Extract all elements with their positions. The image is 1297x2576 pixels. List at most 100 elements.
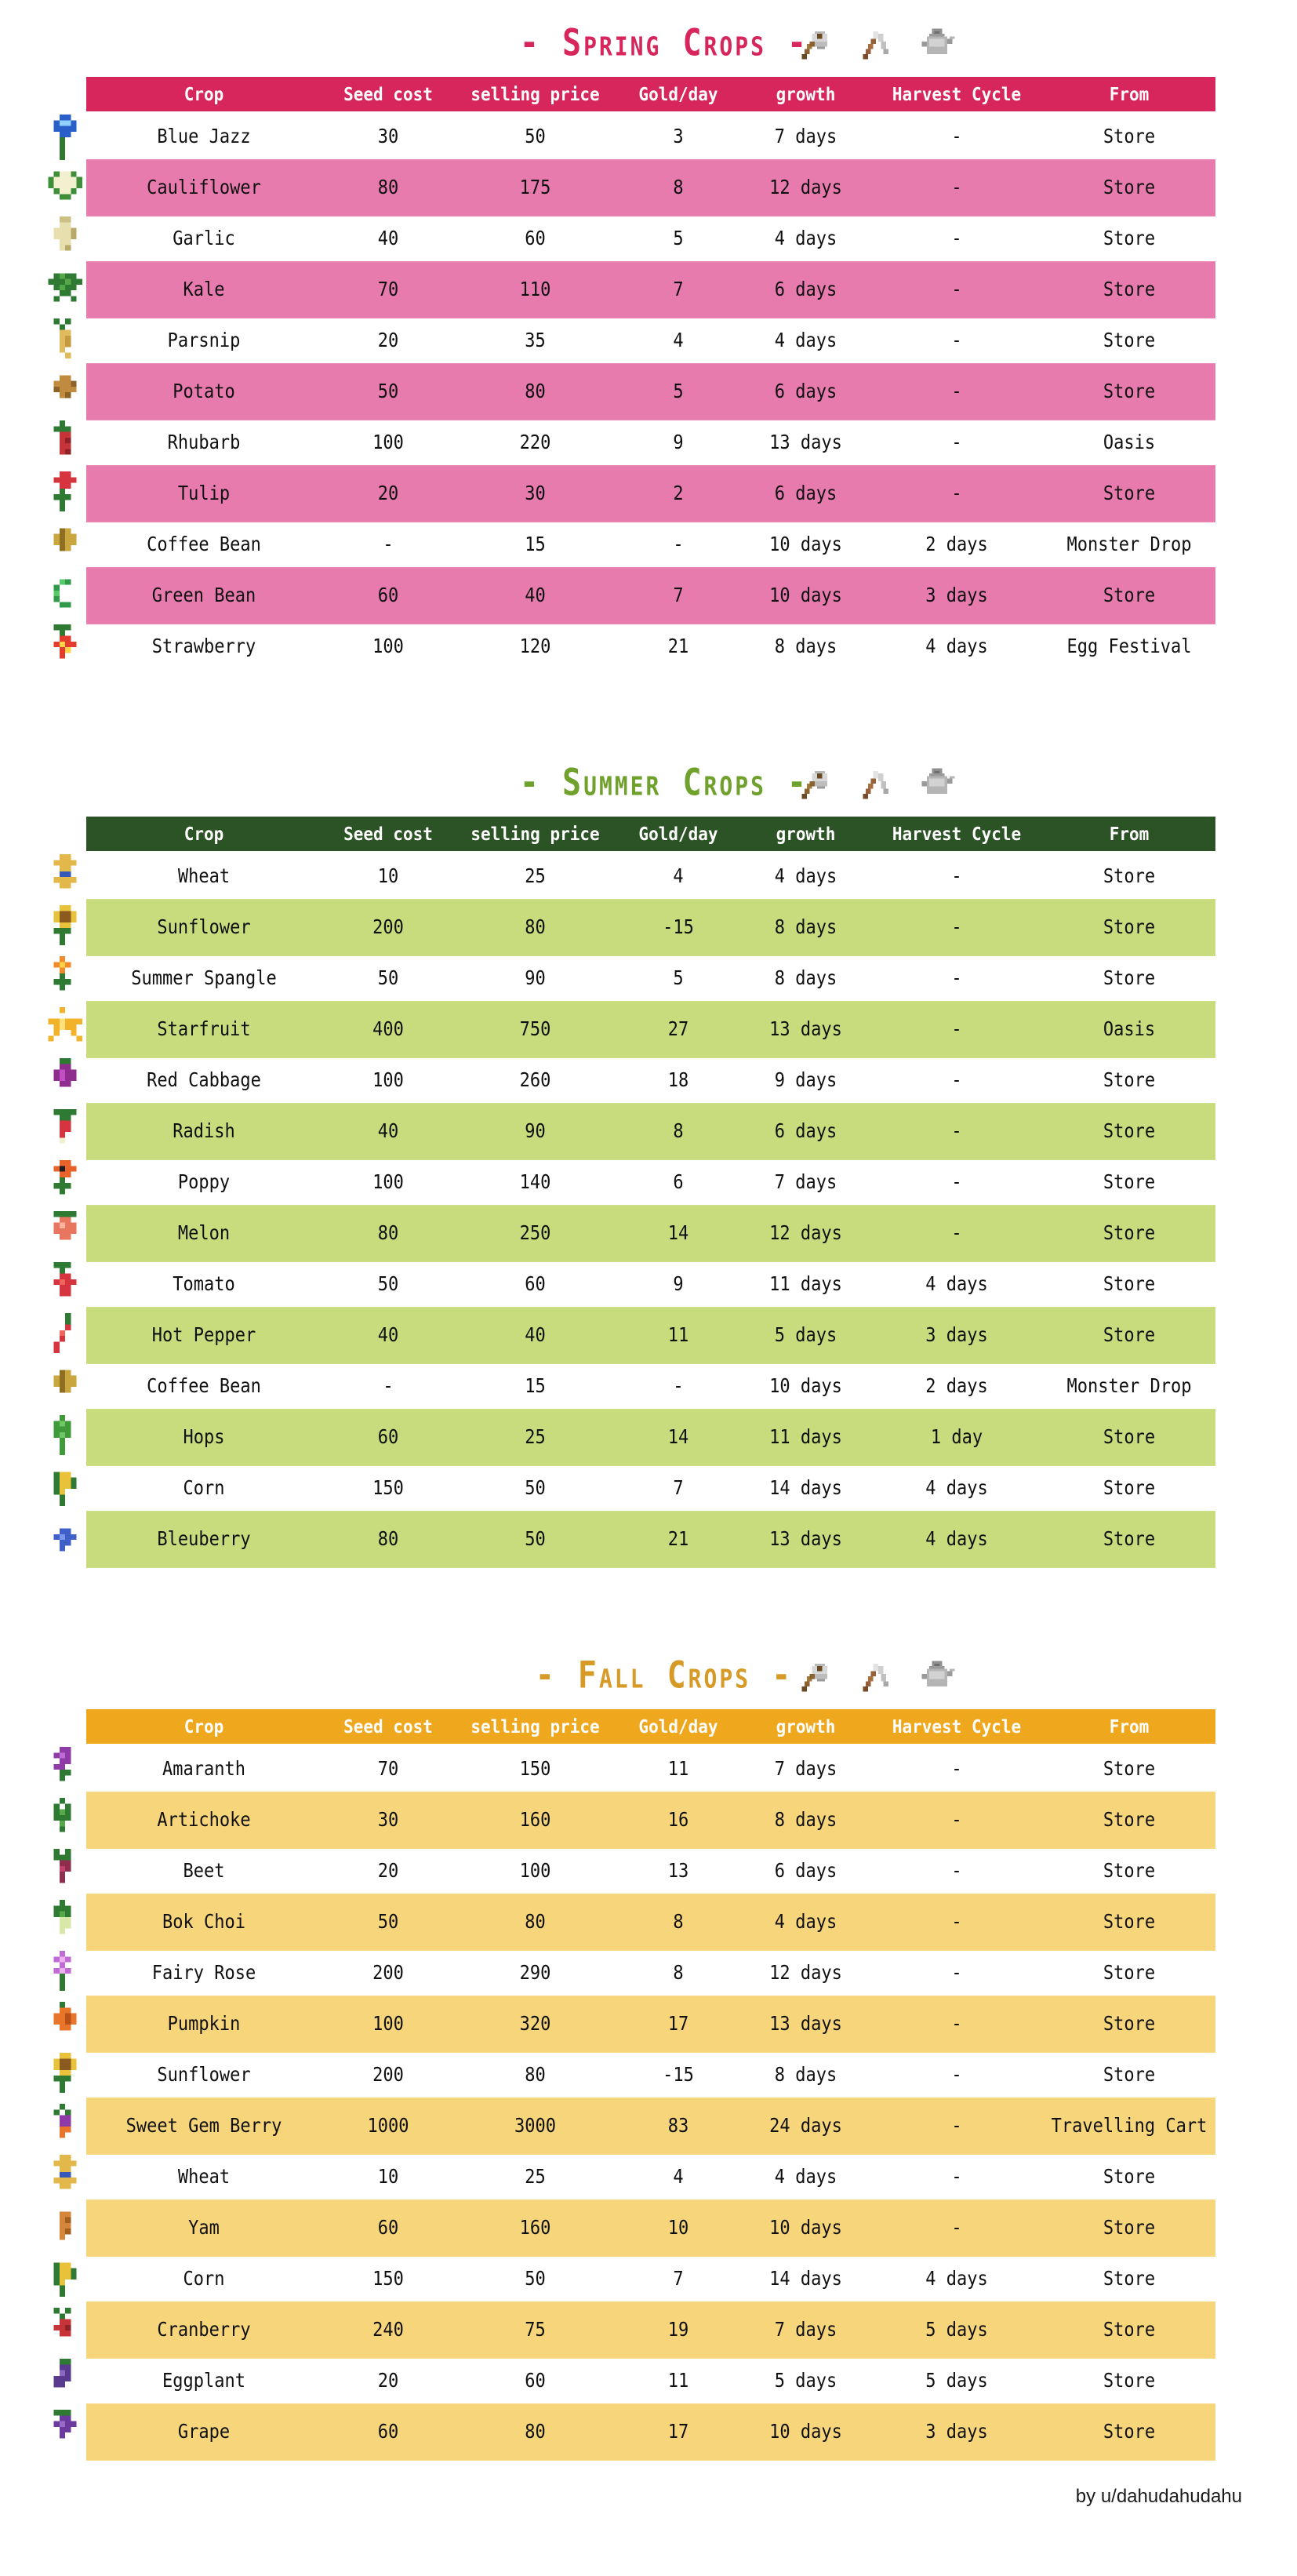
table-row: Pumpkin 100 320 17 13 days - Store	[86, 1996, 1215, 2053]
cell-selling-price: 120	[519, 635, 551, 658]
cell-crop: Corn	[183, 1477, 225, 1500]
cell-growth: 4 days	[741, 1894, 870, 1951]
cell-harvest-cycle: -	[870, 363, 1043, 420]
table-row: Yam 60 160 10 10 days - Store	[86, 2199, 1215, 2257]
cell-from: Store	[1103, 1860, 1156, 1883]
cell-crop: Kale	[86, 261, 322, 318]
cell-growth: 4 days	[774, 865, 837, 888]
cell-from: Store	[1103, 227, 1156, 250]
cell-from: Store	[1043, 465, 1215, 522]
cell-gold-per-day: 7	[673, 1477, 684, 1500]
crop-table-summer: Crop Seed cost selling price Gold/day growth…	[86, 817, 1215, 1568]
cell-gold-per-day: 8	[616, 1103, 741, 1160]
cell-harvest-cycle: -	[870, 261, 1043, 318]
cell-seed-cost: 70	[377, 1758, 399, 1781]
sweet-gem-berry-sprite	[47, 2103, 83, 2148]
table-row: Coffee Bean - 15 - 10 days 2 days Monster Drop	[86, 519, 1215, 570]
cell-selling-price: 160	[455, 2199, 616, 2257]
cell-gold-per-day: 11	[667, 2370, 689, 2392]
cell-gold-per-day: 18	[667, 1069, 689, 1092]
cell-selling-price: 140	[519, 1171, 551, 1194]
amaranth-sprite	[47, 1746, 83, 1791]
cell-growth: 8 days	[774, 635, 837, 658]
cell-growth: 7 days	[774, 1171, 837, 1194]
column-header-gold-day: Gold/day	[638, 823, 718, 845]
cell-harvest-cycle: -	[951, 1758, 962, 1781]
summer-spangle-sprite	[47, 955, 83, 1000]
cell-growth: 12 days	[741, 1205, 870, 1262]
cell-crop: Poppy	[177, 1171, 231, 1194]
cell-selling-price: 60	[525, 227, 546, 250]
table-row: Radish 40 90 8 6 days - Store	[86, 1103, 1215, 1160]
cell-harvest-cycle: -	[951, 1069, 962, 1092]
cell-selling-price: 15	[525, 533, 546, 556]
cell-from: Store	[1043, 1307, 1215, 1364]
cell-selling-price: 40	[455, 567, 616, 624]
table-row: Beet 20 100 13 6 days - Store	[86, 1846, 1215, 1897]
cell-harvest-cycle: 3 days	[870, 567, 1043, 624]
cell-harvest-cycle: -	[951, 2064, 962, 2087]
cell-from: Store	[1043, 2199, 1215, 2257]
table-row: Cranberry 240 75 19 7 days 5 days Store	[86, 2301, 1215, 2359]
pumpkin-sprite	[47, 2001, 83, 2046]
cell-growth: 6 days	[741, 261, 870, 318]
table-row: Red Cabbage 100 260 18 9 days - Store	[86, 1055, 1215, 1106]
cell-growth: 4 days	[774, 227, 837, 250]
sprite-layer	[0, 1709, 1297, 2458]
yam-sprite	[47, 2206, 83, 2250]
column-header-harvest-cycle: Harvest Cycle	[892, 83, 1022, 105]
cell-crop: Pumpkin	[86, 1996, 322, 2053]
cell-gold-per-day: 5	[673, 227, 684, 250]
cell-from: Store	[1103, 329, 1156, 352]
table-row: Tulip 20 30 2 6 days - Store	[86, 465, 1215, 522]
cell-gold-per-day: 7	[616, 261, 741, 318]
cell-selling-price: 25	[525, 865, 546, 888]
cell-gold-per-day: -	[673, 533, 684, 556]
corn-sprite	[47, 2257, 83, 2301]
cell-seed-cost: 50	[377, 1273, 399, 1296]
column-header-gold-day: Gold/day	[638, 83, 718, 105]
cell-selling-price: 50	[525, 2268, 546, 2290]
radish-sprite	[47, 1108, 83, 1153]
cell-crop: Grape	[86, 2403, 322, 2461]
cell-gold-per-day: 19	[616, 2301, 741, 2359]
table-row: Wheat 10 25 4 4 days - Store	[86, 2152, 1215, 2203]
section-title-fall: - Fall Crops -	[535, 1654, 794, 1697]
hot-pepper-sprite	[47, 1312, 83, 1357]
cell-selling-price: 80	[455, 2403, 616, 2461]
axe-icon	[797, 1656, 837, 1697]
cell-harvest-cycle: -	[951, 1962, 962, 1985]
cell-harvest-cycle: -	[951, 227, 962, 250]
poppy-sprite	[47, 1159, 83, 1204]
cauliflower-sprite	[47, 166, 83, 209]
cell-harvest-cycle: -	[951, 1860, 962, 1883]
cell-crop: Sweet Gem Berry	[86, 2098, 322, 2155]
cell-growth: 11 days	[769, 1273, 842, 1296]
cell-selling-price: 90	[455, 1103, 616, 1160]
cell-crop: Red Cabbage	[147, 1069, 261, 1092]
cell-selling-price: 110	[455, 261, 616, 318]
cell-selling-price: 250	[455, 1205, 616, 1262]
cell-gold-per-day: 9	[673, 1273, 684, 1296]
cell-gold-per-day: 11	[667, 1758, 689, 1781]
cell-seed-cost: 200	[372, 2064, 404, 2087]
column-header-harvest-cycle: Harvest Cycle	[892, 823, 1022, 845]
cell-seed-cost: 30	[377, 126, 399, 148]
cell-growth: 14 days	[769, 2268, 842, 2290]
cell-from: Store	[1103, 1758, 1156, 1781]
corn-sprite	[47, 1466, 83, 1510]
cell-growth: 6 days	[741, 363, 870, 420]
parsnip-sprite	[47, 318, 83, 362]
cell-selling-price: 260	[519, 1069, 551, 1092]
cell-crop: Summer Spangle	[131, 967, 277, 990]
cell-crop: Potato	[86, 363, 322, 420]
cell-growth: 13 days	[769, 431, 842, 454]
cell-from: Oasis	[1103, 431, 1156, 454]
cell-harvest-cycle: -	[951, 126, 962, 148]
cell-selling-price: 25	[455, 1409, 616, 1466]
cell-gold-per-day: -15	[663, 2064, 694, 2087]
coffee-bean-sprite	[47, 1364, 83, 1408]
cell-gold-per-day: 13	[667, 1860, 689, 1883]
cell-growth: 8 days	[741, 1792, 870, 1849]
cell-gold-per-day: 27	[616, 1001, 741, 1058]
